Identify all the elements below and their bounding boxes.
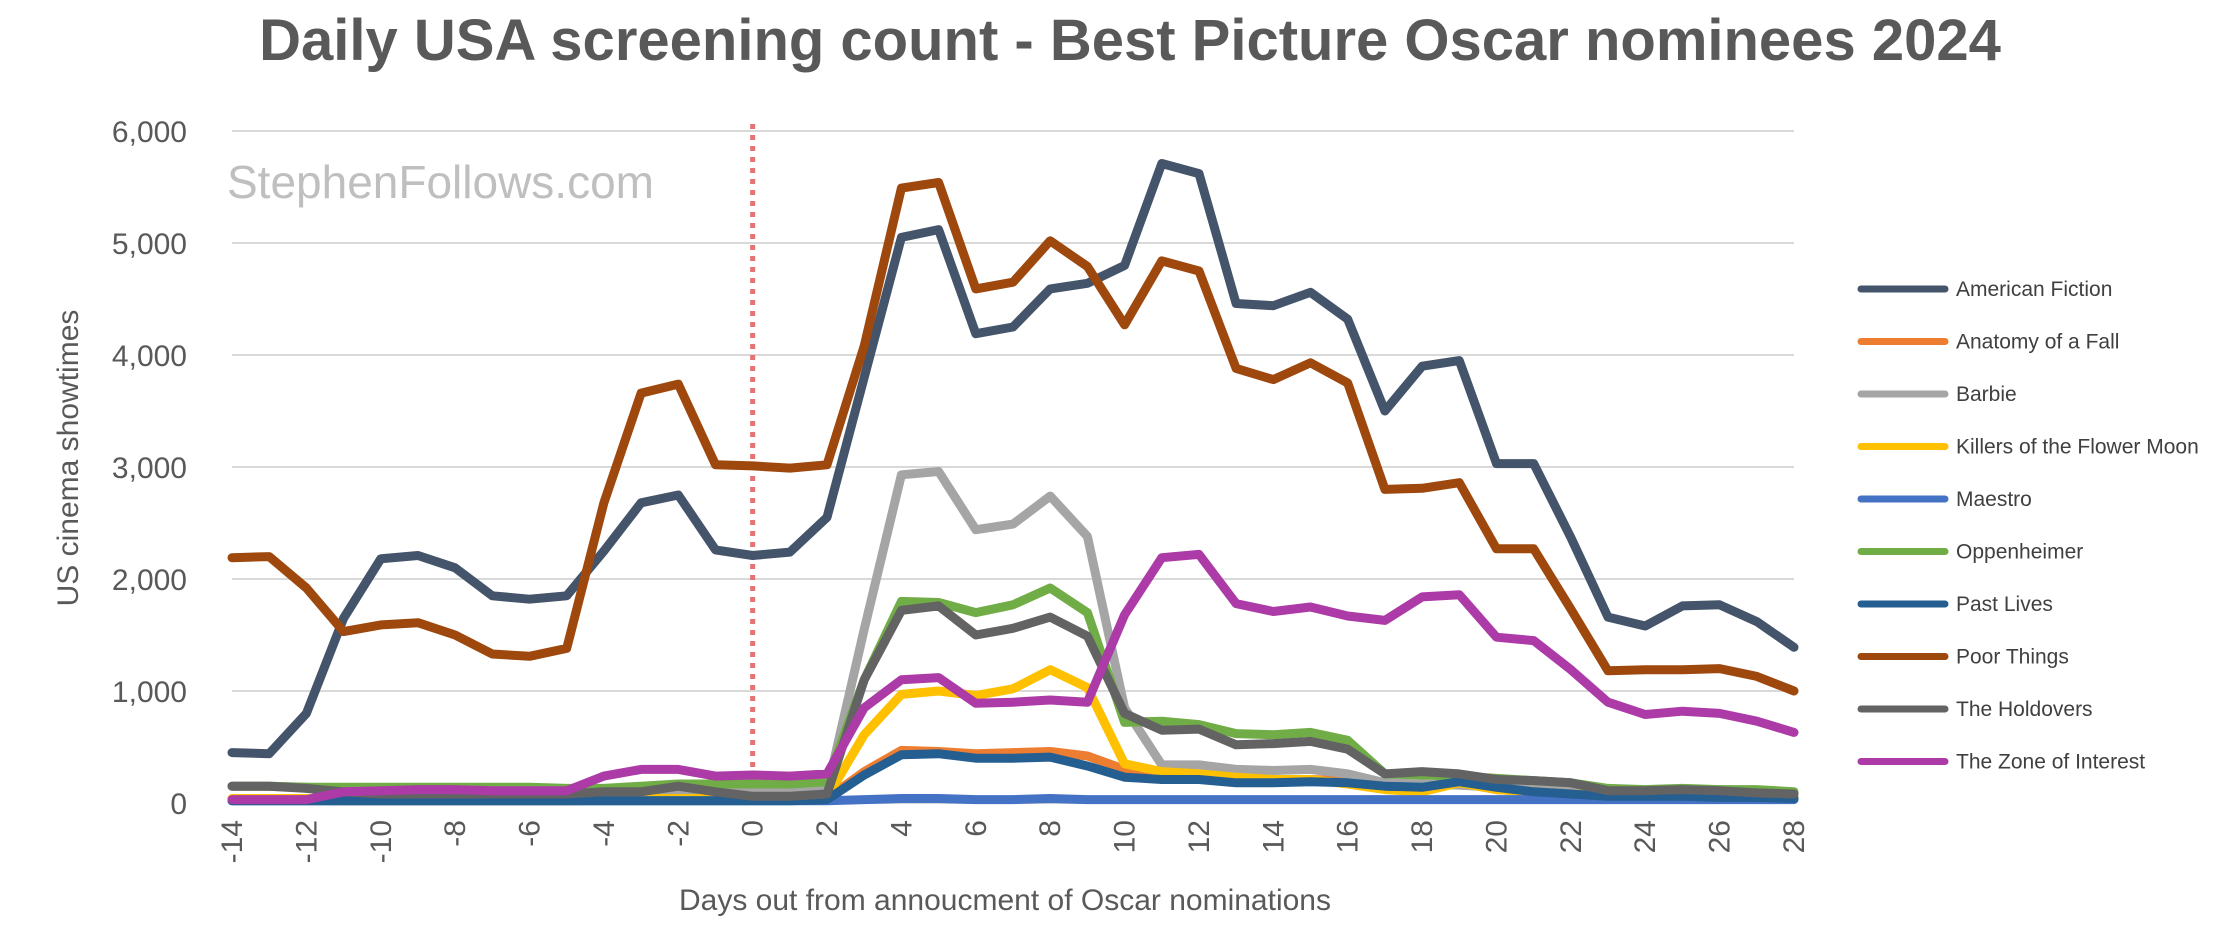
- legend-label: The Zone of Interest: [1956, 751, 2145, 774]
- x-tick-label: -4: [588, 820, 621, 847]
- x-tick-label: 6: [960, 820, 993, 837]
- x-tick-label: 12: [1183, 820, 1216, 853]
- legend-item: Killers of the Flower Moon: [1857, 436, 2199, 459]
- legend-label: Maestro: [1956, 488, 2032, 511]
- x-tick-label: 16: [1332, 820, 1365, 853]
- y-axis-label: US cinema showtimes: [52, 310, 85, 607]
- legend: American Fiction Anatomy of a Fall Barbie K…: [1857, 278, 2199, 774]
- x-tick-label: 8: [1034, 820, 1067, 837]
- legend-item: Past Lives: [1857, 593, 2053, 616]
- legend-label: American Fiction: [1956, 278, 2112, 301]
- legend-label: Anatomy of a Fall: [1956, 331, 2119, 354]
- y-tick-label: 3,000: [112, 452, 187, 485]
- x-tick-label: -12: [290, 820, 323, 863]
- legend-label: Barbie: [1956, 383, 2017, 406]
- y-axis-ticks: 0 1,000 2,000 3,000 4,000 5,000 6,000: [112, 116, 187, 821]
- y-tick-label: 4,000: [112, 340, 187, 373]
- x-tick-label: 18: [1406, 820, 1439, 853]
- legend-label: Past Lives: [1956, 593, 2053, 616]
- legend-item: Barbie: [1857, 383, 2017, 406]
- legend-label: Poor Things: [1956, 646, 2069, 669]
- legend-item: The Zone of Interest: [1857, 751, 2145, 774]
- series-line-past-lives: [227, 749, 1799, 806]
- y-tick-label: 0: [170, 788, 187, 821]
- legend-item: Oppenheimer: [1857, 541, 2083, 564]
- series-line-american-fiction: [227, 159, 1799, 759]
- x-tick-label: -8: [439, 820, 472, 847]
- legend-item: Poor Things: [1857, 646, 2069, 669]
- chart-title: Daily USA screening count - Best Picture…: [259, 8, 2001, 73]
- series-lines: [227, 159, 1799, 806]
- legend-item: Maestro: [1857, 488, 2032, 511]
- legend-label: Killers of the Flower Moon: [1956, 436, 2199, 459]
- watermark-text: StephenFollows.com: [227, 156, 654, 208]
- x-tick-label: -6: [514, 820, 547, 847]
- legend-item: The Holdovers: [1857, 698, 2093, 721]
- y-tick-label: 2,000: [112, 564, 187, 597]
- x-tick-label: -10: [365, 820, 398, 863]
- series-line-the-zone-of-interest: [227, 549, 1799, 805]
- x-tick-label: -14: [216, 820, 249, 863]
- x-axis-ticks: -14 -12 -10 -8 -6 -4 -2 0 2 4 6 8 10 12 14 16 18 20 22 24 26…: [216, 820, 1811, 863]
- x-tick-label: 24: [1629, 820, 1662, 853]
- legend-item: American Fiction: [1857, 278, 2112, 301]
- legend-item: Anatomy of a Fall: [1857, 331, 2119, 354]
- series-line-poor-things: [227, 178, 1799, 696]
- x-tick-label: 20: [1480, 820, 1513, 853]
- y-tick-label: 6,000: [112, 116, 187, 149]
- legend-label: The Holdovers: [1956, 698, 2093, 721]
- legend-label: Oppenheimer: [1956, 541, 2083, 564]
- y-tick-label: 5,000: [112, 228, 187, 261]
- gridlines: [232, 130, 1794, 804]
- x-tick-label: 26: [1704, 820, 1737, 853]
- x-tick-label: 14: [1257, 820, 1290, 853]
- x-tick-label: 4: [885, 820, 918, 837]
- x-axis-label: Days out from annoucment of Oscar nomina…: [679, 884, 1331, 917]
- x-tick-label: 2: [811, 820, 844, 837]
- x-tick-label: 28: [1778, 820, 1811, 853]
- y-tick-label: 1,000: [112, 676, 187, 709]
- x-tick-label: -2: [662, 820, 695, 847]
- x-tick-label: 0: [737, 820, 770, 837]
- x-tick-label: 10: [1109, 820, 1142, 853]
- x-tick-label: 22: [1555, 820, 1588, 853]
